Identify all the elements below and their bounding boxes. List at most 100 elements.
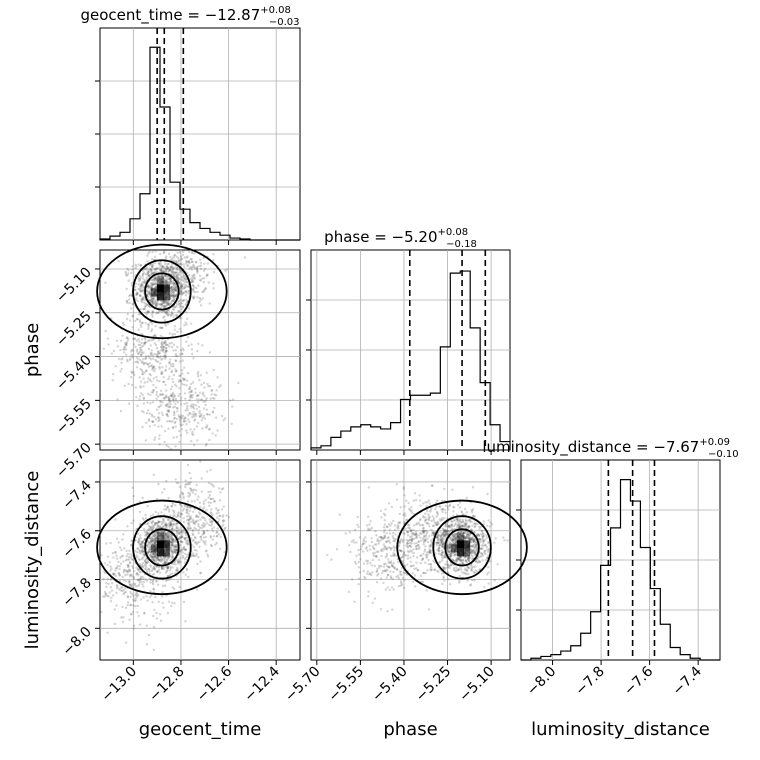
sample-point <box>175 526 178 530</box>
sample-point <box>155 281 158 284</box>
sample-point <box>142 397 146 401</box>
sample-point <box>120 358 123 361</box>
sample-point <box>163 351 166 355</box>
sample-point <box>126 360 129 363</box>
x-tick-label: −5.10 <box>456 664 498 706</box>
sample-point <box>194 260 197 264</box>
sample-point <box>180 290 183 293</box>
sample-point <box>162 316 165 319</box>
sample-point <box>188 387 191 391</box>
sample-point <box>410 550 413 553</box>
sample-point <box>144 304 148 308</box>
sample-point <box>160 537 163 541</box>
sample-point <box>357 577 361 580</box>
sample-point <box>163 266 166 269</box>
sample-point <box>181 347 184 350</box>
sample-point <box>160 526 163 529</box>
sample-point <box>468 566 471 570</box>
sample-point <box>199 279 202 282</box>
sample-point <box>185 423 188 426</box>
sample-point <box>434 508 437 511</box>
density-cell <box>162 540 170 549</box>
sample-point <box>158 275 161 278</box>
sample-point <box>183 291 186 294</box>
sample-point <box>188 267 191 270</box>
sample-point <box>359 558 362 561</box>
sample-point <box>151 311 154 314</box>
sample-point <box>393 566 396 569</box>
sample-point <box>162 278 166 281</box>
sample-point <box>175 531 179 535</box>
sample-point <box>138 510 142 514</box>
sample-point <box>143 361 146 365</box>
sample-point <box>147 310 150 313</box>
sample-point <box>143 268 147 271</box>
sample-point <box>155 301 159 304</box>
sample-point <box>144 517 148 520</box>
sample-point <box>167 402 170 406</box>
sample-point <box>458 506 462 509</box>
sample-point <box>184 303 187 307</box>
sample-point <box>188 412 192 415</box>
sample-point <box>199 460 202 463</box>
sample-point <box>165 279 168 282</box>
sample-point <box>166 505 169 508</box>
sample-point <box>173 289 177 292</box>
sample-point <box>172 539 175 542</box>
sample-point <box>148 339 151 342</box>
sample-point <box>399 572 402 576</box>
sample-point <box>448 566 451 569</box>
y-tick-label: −7.8 <box>59 575 94 610</box>
sample-point <box>140 286 143 290</box>
sample-point <box>232 398 235 401</box>
sample-point <box>148 536 152 540</box>
sample-point <box>199 374 203 377</box>
sample-point <box>124 590 128 594</box>
sample-point <box>170 385 174 388</box>
sample-point <box>142 377 145 380</box>
sample-point <box>170 300 174 303</box>
sample-point <box>134 285 137 288</box>
sample-point <box>182 600 186 604</box>
sample-point <box>380 564 383 568</box>
sample-point <box>187 285 190 288</box>
sample-point <box>171 312 174 315</box>
sample-point <box>197 342 200 345</box>
sample-point <box>402 552 406 555</box>
sample-point <box>419 519 422 522</box>
sample-point <box>164 339 167 343</box>
sample-point <box>395 483 398 486</box>
sample-point <box>141 321 144 325</box>
sample-point <box>137 328 140 331</box>
sample-point <box>203 517 206 520</box>
sample-point <box>153 283 157 286</box>
sample-point <box>167 267 170 270</box>
sample-point <box>162 346 165 350</box>
sample-point <box>192 554 195 557</box>
sample-point <box>174 420 177 423</box>
sample-point <box>134 360 137 364</box>
sample-point <box>165 270 168 273</box>
sample-point <box>159 399 162 402</box>
sample-point <box>180 505 184 508</box>
sample-point <box>408 550 411 554</box>
sample-point <box>163 537 166 540</box>
sample-point <box>153 567 157 570</box>
sample-point <box>143 296 146 299</box>
sample-point <box>121 554 125 557</box>
sample-point <box>109 600 113 603</box>
sample-point <box>151 513 155 516</box>
sample-point <box>193 265 196 268</box>
sample-point <box>151 282 154 285</box>
sample-point <box>219 491 222 494</box>
sample-point <box>152 272 156 275</box>
sample-point <box>154 278 157 281</box>
sample-point <box>160 342 163 345</box>
sample-point <box>122 348 125 351</box>
sample-point <box>202 522 205 525</box>
sample-point <box>167 395 170 399</box>
sample-point <box>213 393 216 396</box>
sample-point <box>192 407 196 410</box>
sample-point <box>381 571 384 575</box>
sample-point <box>164 355 168 358</box>
